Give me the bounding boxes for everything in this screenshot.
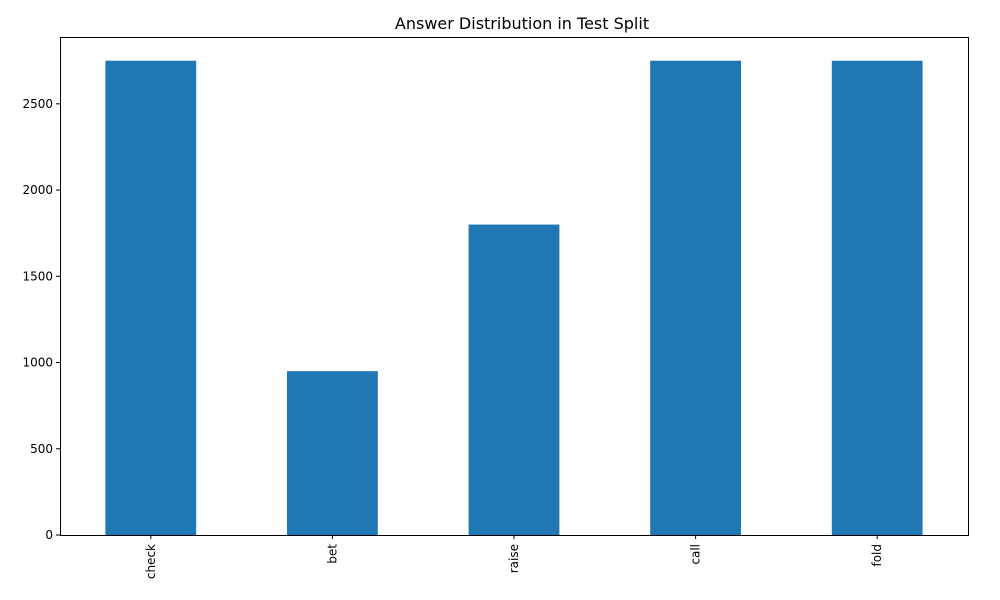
x-tick-label-raise: raise — [507, 544, 521, 573]
y-tick-label-2000: 2000 — [22, 183, 53, 197]
y-axis: 0 500 1000 1500 2000 2500 — [22, 97, 60, 542]
x-tick-label-call: call — [689, 544, 703, 565]
y-tick-label-2500: 2500 — [22, 97, 53, 111]
y-tick-label-1500: 1500 — [22, 269, 53, 283]
x-tick-label-check: check — [144, 544, 158, 579]
chart-title: Answer Distribution in Test Split — [395, 14, 649, 33]
bar-check — [105, 60, 197, 535]
x-axis: check bet raise call fold — [144, 535, 884, 579]
plot-frame — [60, 37, 969, 536]
x-tick-label-bet: bet — [325, 544, 339, 564]
y-tick-label-0: 0 — [45, 528, 53, 542]
y-tick-label-500: 500 — [30, 442, 53, 456]
bars-group — [105, 60, 923, 535]
bar-raise — [468, 224, 560, 535]
bar-fold — [831, 60, 923, 535]
bar-bet — [287, 371, 378, 535]
y-tick-label-1000: 1000 — [22, 356, 53, 370]
bar-call — [650, 60, 741, 535]
x-tick-label-fold: fold — [870, 544, 884, 567]
